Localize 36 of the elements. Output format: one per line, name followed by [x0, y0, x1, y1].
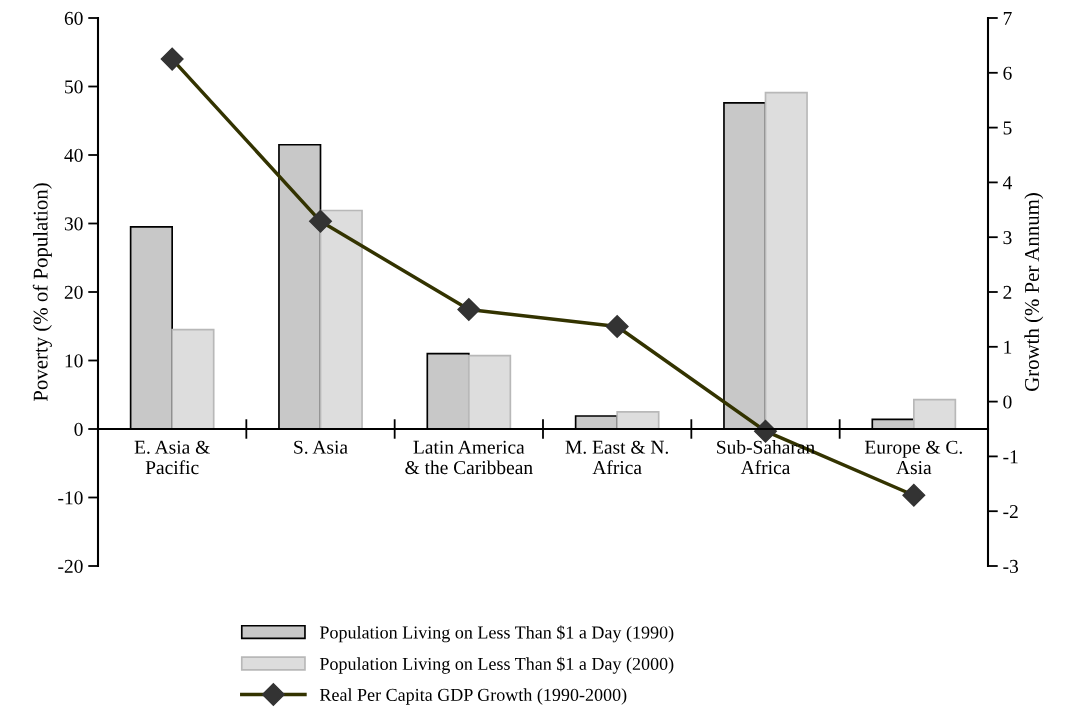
y2-tick-label: 5 — [1003, 121, 1012, 135]
x-tick-label: M. East & N. Africa — [565, 440, 668, 475]
x-tick-label: Latin America & the Caribbean — [405, 440, 533, 475]
y2-tick-label: -1 — [1003, 450, 1018, 464]
y-tick-label: 30 — [64, 217, 83, 231]
bar — [319, 209, 363, 430]
y2-tick-label: -3 — [1003, 559, 1019, 573]
legend-label: Population Living on Less Than $1 a Day (1990) — [319, 625, 674, 643]
y-tick-label: 40 — [64, 148, 83, 162]
bar — [912, 398, 957, 430]
x-tick-label: E. Asia & Pacific — [134, 440, 210, 475]
y-axis-title: Poverty (% of Population) — [32, 183, 52, 402]
legend-label: Real Per Capita GDP Growth (1990-2000) — [319, 688, 627, 705]
y-tick-label: 10 — [65, 354, 83, 368]
y-tick-label: 60 — [64, 11, 83, 25]
bar — [616, 411, 660, 430]
y2-tick-label: 1 — [1004, 340, 1012, 354]
bar — [171, 328, 215, 430]
y2-tick-label: 6 — [1003, 66, 1012, 80]
y2-tick-label: 7 — [1003, 12, 1012, 25]
y2-axis-title: Growth (% Per Annum) — [1024, 193, 1044, 391]
y-tick-label: 20 — [64, 285, 83, 299]
x-tick-label: S. Asia — [294, 440, 348, 454]
y-tick-label: -10 — [58, 491, 83, 505]
bar — [764, 91, 808, 430]
y2-tick-label: 2 — [1003, 285, 1012, 299]
y2-tick-label: -2 — [1003, 505, 1018, 518]
y2-tick-label: 0 — [1003, 395, 1012, 409]
y2-tick-label: 3 — [1003, 231, 1012, 245]
legend-label: Population Living on Less Than $1 a Day (2000) — [319, 656, 674, 674]
y-tick-label: 50 — [65, 80, 83, 94]
y2-tick-label: 4 — [1002, 176, 1012, 190]
bar — [467, 354, 512, 430]
x-tick-label: Europe & C. Asia — [864, 440, 962, 475]
y-tick-label: -20 — [58, 559, 83, 573]
y-tick-label: 0 — [74, 422, 83, 436]
